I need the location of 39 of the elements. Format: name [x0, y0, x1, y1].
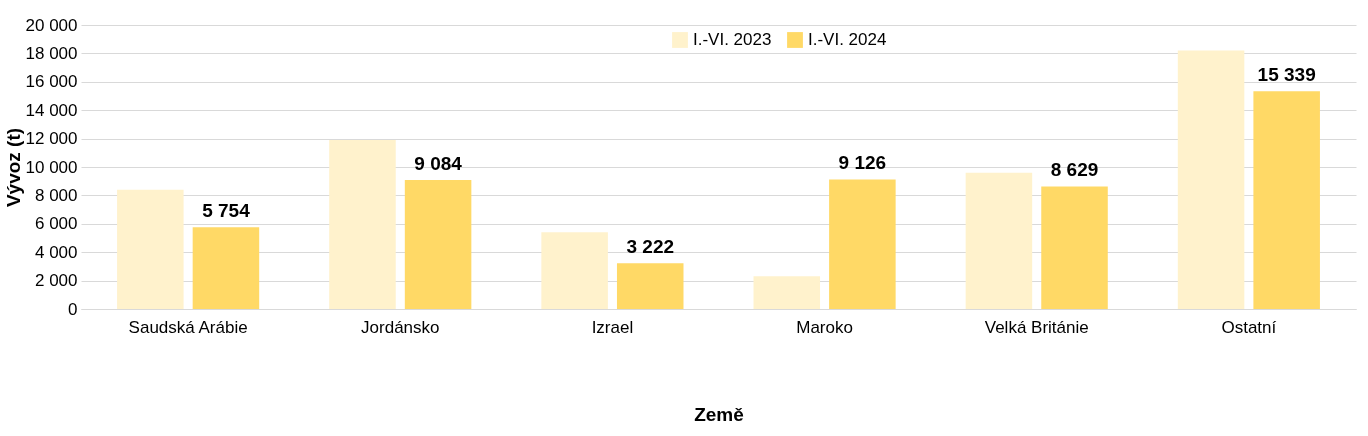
data-label: 3 222 — [626, 236, 674, 258]
x-tick-label: Velká Británie — [984, 317, 1089, 337]
x-tick-label: Saudská Arábie — [128, 317, 248, 337]
y-tick-label: 20 000 — [25, 15, 78, 35]
y-tick-label: 10 000 — [25, 157, 78, 177]
x-tick-label: Jordánsko — [361, 317, 440, 337]
y-tick-label: 14 000 — [25, 100, 78, 120]
y-tick-label: 6 000 — [34, 214, 78, 234]
data-label: 9 126 — [838, 152, 887, 174]
bar — [616, 263, 684, 309]
bar — [1177, 50, 1245, 309]
bar — [1041, 186, 1108, 309]
x-axis-title: Země — [694, 403, 744, 425]
y-tick-label: 2 000 — [34, 271, 78, 291]
bar — [404, 180, 472, 309]
y-tick-label: 16 000 — [25, 72, 78, 92]
data-label: 8 629 — [1050, 159, 1099, 181]
y-tick-label: 0 — [68, 299, 78, 319]
bar — [192, 227, 260, 309]
data-label: 15 339 — [1257, 64, 1316, 86]
y-axis-title: Vývoz (t) — [2, 127, 24, 208]
bar — [965, 172, 1033, 309]
y-tick-label: 8 000 — [34, 185, 78, 205]
legend-label: I.-VI. 2023 — [693, 30, 772, 49]
bar — [541, 232, 608, 309]
y-tick-label: 18 000 — [25, 43, 78, 63]
bar — [1253, 91, 1320, 309]
legend-label: I.-VI. 2024 — [808, 30, 887, 49]
x-tick-label: Maroko — [796, 317, 853, 337]
y-tick-label: 12 000 — [25, 129, 78, 149]
data-label: 9 084 — [414, 153, 463, 175]
data-label: 5 754 — [202, 200, 251, 222]
y-tick-label: 4 000 — [34, 242, 78, 262]
bar — [117, 189, 184, 309]
x-tick-label: Izrael — [591, 317, 634, 337]
bar — [829, 179, 896, 309]
x-tick-label: Ostatní — [1221, 317, 1277, 337]
bar — [329, 140, 396, 309]
bar — [753, 276, 821, 309]
